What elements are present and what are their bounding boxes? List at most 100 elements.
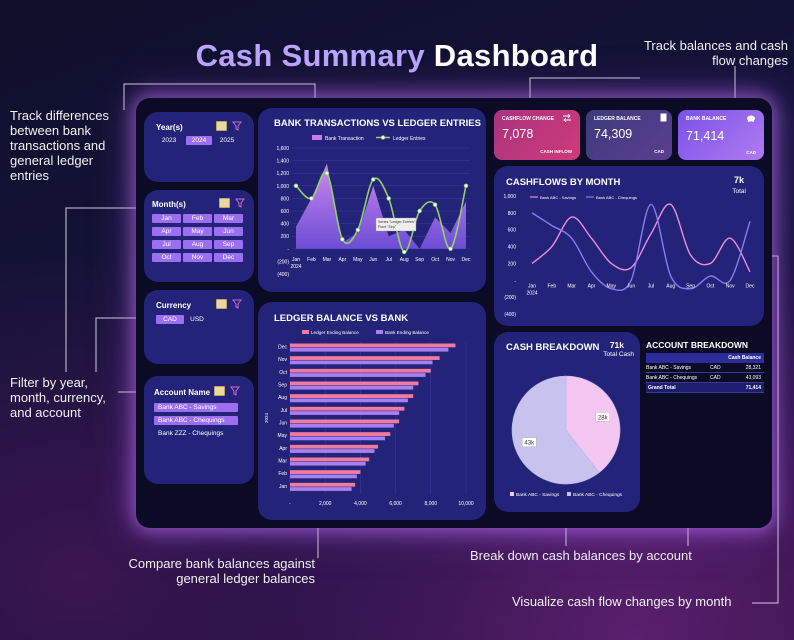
x-tick-label: 2,000 (319, 501, 332, 507)
account-chip-abc-savings[interactable]: Bank ABC - Savings (154, 403, 238, 412)
bar-bank-nov (290, 360, 433, 365)
row-currency: CAD (710, 364, 721, 371)
document-icon (660, 113, 667, 122)
kpi-ledger-value: 74,309 (594, 127, 633, 141)
account-filter-panel: Account Name Bank ABC - Savings Bank ABC… (144, 376, 254, 484)
month-chip-oct[interactable]: Oct (152, 253, 181, 262)
x-tick-aug: Aug (400, 257, 409, 263)
month-chip-sep[interactable]: Sep (214, 240, 243, 249)
month-chip-aug[interactable]: Aug (183, 240, 212, 249)
clear-filter-icon[interactable] (232, 121, 242, 131)
y-tick-label: (400) (504, 312, 516, 318)
legend-swatch-ledger-ending (302, 330, 309, 334)
currency-chip-usd[interactable]: USD (190, 316, 204, 323)
legend-swatch-bank (312, 135, 322, 140)
account-chip-abc-chequings[interactable]: Bank ABC - Chequings (154, 416, 238, 425)
x-tick-mar: Mar (567, 283, 576, 289)
year-chip-2024[interactable]: 2024 (186, 136, 212, 145)
year-chip-2025[interactable]: 2025 (219, 137, 235, 144)
piggy-bank-icon (747, 115, 755, 122)
month-chip-may[interactable]: May (183, 227, 212, 236)
ledger-point-jan (293, 183, 299, 188)
x-tick-jun: Jun (369, 257, 377, 263)
clear-filter-icon[interactable] (230, 386, 240, 396)
y-tick-oct: Oct (279, 370, 287, 376)
month-chip-mar[interactable]: Mar (214, 214, 243, 223)
clear-filter-icon[interactable] (232, 299, 242, 309)
month-chip-feb[interactable]: Feb (183, 214, 212, 223)
legend-swatch-chequings (567, 492, 571, 496)
month-chip-apr[interactable]: Apr (152, 227, 181, 236)
account-breakdown-title: ACCOUNT BREAKDOWN (646, 340, 748, 350)
y-tick-jul: Jul (281, 408, 287, 414)
currency-chip-cad[interactable]: CAD (156, 315, 184, 324)
legend-label-chequings: Bank ABC - Chequings (596, 195, 637, 200)
chart-tooltip-box (375, 217, 417, 232)
currency-filter-panel: Currency CAD USD (144, 290, 254, 364)
cash-breakdown-title: CASH BREAKDOWN (506, 342, 600, 353)
multi-select-icon[interactable] (216, 121, 227, 131)
bar-bank-jul (290, 411, 400, 415)
ledger-point-dec (463, 183, 469, 188)
x-tick-jul: Jul (648, 283, 654, 289)
multi-select-icon[interactable] (216, 299, 227, 309)
month-chip-jan[interactable]: Jan (152, 214, 181, 223)
bank-ledger-chart: Bank Transaction Ledger Entries 1,600 1,400… (276, 135, 471, 278)
x-tick-dec: Dec (462, 257, 471, 263)
x-tick-apr: Apr (588, 283, 596, 289)
legend-label-savings: Bank ABC - Savings (516, 492, 560, 498)
y-tick-nov: Nov (278, 357, 287, 363)
clear-filter-icon[interactable] (235, 198, 245, 208)
bar-ledger-jun (290, 419, 400, 424)
row-currency: CAD (710, 374, 721, 381)
x-tick-sep: Sep (415, 257, 424, 263)
y-tick-mar: Mar (278, 459, 287, 465)
pie-label-chequings: 43k (524, 441, 535, 447)
month-chip-jun[interactable]: Jun (214, 227, 243, 236)
account-chip-zzz-chequings[interactable]: Bank ZZZ - Chequings (158, 430, 224, 437)
x-year-label: 2024 (526, 290, 537, 296)
account-breakdown-header: Cash Balance (646, 353, 764, 363)
y-tick-label: 400 (508, 245, 517, 251)
month-chip-nov[interactable]: Nov (183, 253, 212, 262)
legend-label-savings: Bank ABC - Savings (540, 195, 576, 200)
y-tick-label: 1,200 (276, 171, 289, 177)
title-part2: Dashboard (433, 38, 599, 73)
y-tick-apr: Apr (279, 446, 287, 452)
x-tick-label: 8,000 (425, 501, 438, 507)
ledger-point-jun (371, 177, 376, 182)
cash-breakdown-chart: 28k 43k Bank ABC - Savings Bank ABC - Chequ… (510, 375, 623, 498)
kpi-cashflow-label: CASHFLOW CHANGE (502, 116, 554, 122)
bank-ledger-title: BANK TRANSACTIONS VS LEDGER ENTRIES (274, 118, 481, 129)
month-chip-dec[interactable]: Dec (214, 253, 243, 262)
legend-swatch-savings (510, 492, 514, 496)
ledger-point-feb (309, 196, 314, 201)
bar-bank-aug (290, 398, 408, 403)
total-value: 71,414 (745, 384, 761, 391)
multi-select-icon[interactable] (219, 198, 230, 208)
bar-bank-mar (290, 461, 366, 466)
month-filter-label: Month(s) (152, 200, 186, 209)
bar-ledger-jan (290, 482, 356, 487)
legend-label-chequings: Bank ABC - Chequings (573, 492, 623, 498)
x-tick-label: 10,000 (458, 501, 474, 507)
ledger-point-mar (324, 170, 330, 176)
row-account-name: Bank ABC - Chequings (646, 374, 698, 381)
y-tick-label: 1,400 (276, 159, 289, 165)
bar-ledger-apr (290, 444, 378, 449)
x-tick-oct: Oct (431, 257, 439, 263)
y-tick-label: (200) (504, 295, 516, 301)
month-chip-jul[interactable]: Jul (152, 240, 181, 249)
ledger-point-apr (340, 237, 345, 242)
x-tick-jan: Jan (528, 283, 536, 289)
total-label: Grand Total (648, 384, 676, 391)
chart-tooltip-line2: Point "Sep" (378, 225, 397, 229)
year-chip-2023[interactable]: 2023 (161, 137, 177, 144)
bank-ledger-panel: BANK TRANSACTIONS VS LEDGER ENTRIES Bank… (258, 108, 486, 292)
x-tick-apr: Apr (338, 257, 346, 263)
multi-select-icon[interactable] (214, 386, 225, 396)
kpi-cashflow-sub: CASH INFLOW (540, 149, 572, 154)
x-year-label: 2024 (290, 264, 301, 270)
y-tick-sep: Sep (278, 383, 287, 389)
y-tick-label: 200 (508, 261, 517, 267)
